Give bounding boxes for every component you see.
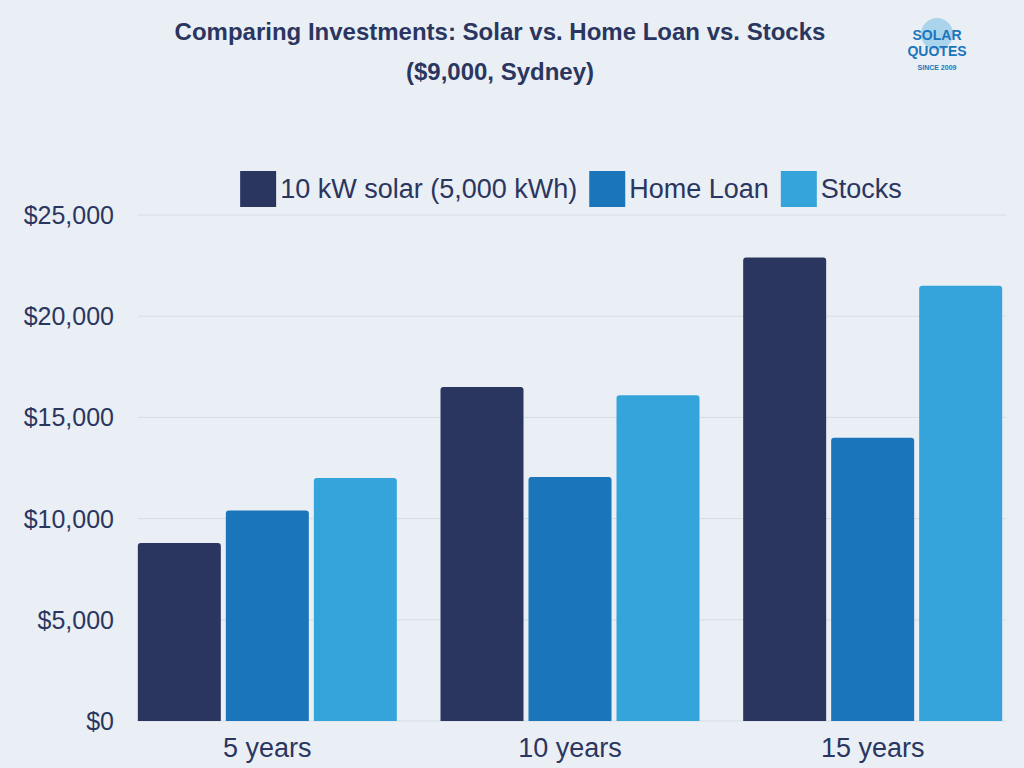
bar [831,438,914,721]
legend-swatch [589,171,625,207]
logo-text: QUOTES [907,43,966,59]
logo-text: SOLAR [913,27,962,43]
bar [314,478,397,721]
bar [919,286,1002,721]
subtitle: ($9,000, Sydney) [406,58,594,85]
y-tick-label: $0 [86,707,114,735]
bar [617,395,700,721]
chart: Comparing Investments: Solar vs. Home Lo… [0,0,1024,768]
y-tick-label: $10,000 [24,505,114,533]
background [0,0,1024,768]
y-tick-label: $5,000 [38,606,114,634]
legend-label: 10 kW solar (5,000 kWh) [280,174,577,204]
legend-swatch [781,171,817,207]
title: Comparing Investments: Solar vs. Home Lo… [175,18,826,45]
bar [743,258,826,721]
grid-line [138,215,1006,216]
grid-line [138,316,1006,317]
x-tick-label: 10 years [518,733,622,763]
bar [226,511,309,721]
legend: 10 kW solar (5,000 kWh) Home Loan Stocks [240,171,902,207]
legend-label: Home Loan [629,174,769,204]
x-tick-label: 5 years [223,733,312,763]
logo: SOLARQUOTES SINCE 2009 [907,18,966,71]
bar [441,387,524,721]
legend-swatch [240,171,276,207]
bar [138,543,221,721]
logo-text: SINCE 2009 [918,64,957,71]
grid-line [138,417,1006,418]
y-tick-label: $20,000 [24,302,114,330]
x-tick-label: 15 years [821,733,925,763]
y-axis: $0 $5,000 $10,000 $15,000 $20,000 $25,000 [24,201,1006,735]
y-tick-label: $15,000 [24,403,114,431]
bars [138,258,1002,721]
y-tick-label: $25,000 [24,201,114,229]
bar [529,477,612,721]
legend-label: Stocks [821,174,902,204]
